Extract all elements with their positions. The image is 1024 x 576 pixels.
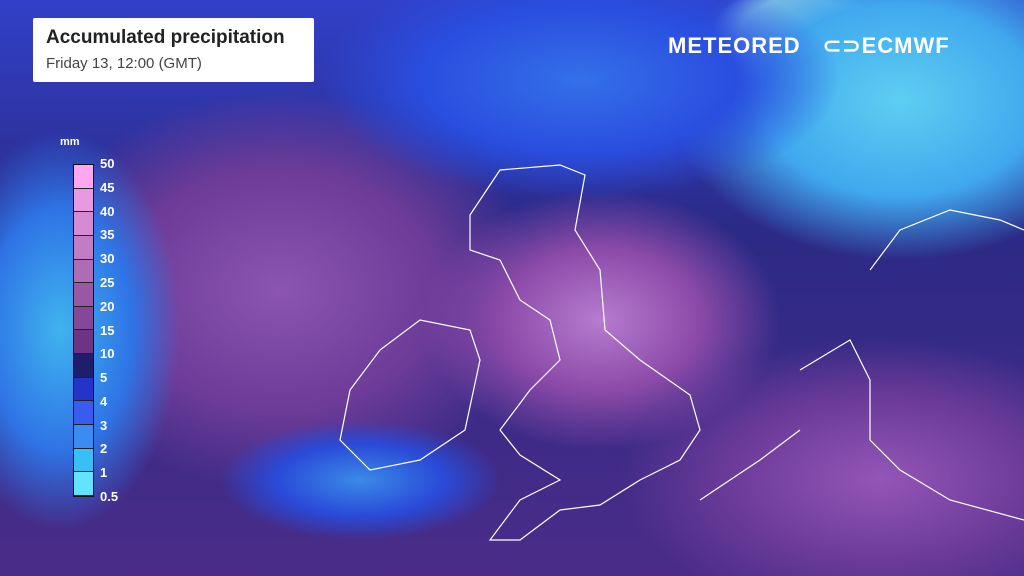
legend-swatch [74,283,93,307]
legend-label: 45 [100,179,115,195]
legend-swatch [74,188,93,213]
map-timestamp: Friday 13, 12:00 (GMT) [46,55,202,72]
map-title: Accumulated precipitation [46,27,285,48]
legend-label: 0.5 [100,489,119,504]
legend-swatch [74,212,93,236]
precipitation-legend: mm 50 45 40 35 30 25 20 15 10 5 4 3 2 1 0.5 [30,130,118,510]
legend-swatch [74,306,93,331]
legend-swatch [74,354,93,378]
legend-label: 40 [100,203,115,219]
legend-swatch [74,401,93,426]
meteored-logo: METEORED [668,33,801,58]
legend-label: 35 [100,227,115,243]
legend-color-bar [73,164,94,497]
legend-swatch [74,330,93,355]
legend-label: 10 [100,346,115,362]
denmark-outline [869,209,1024,271]
ireland-outline [339,319,481,471]
legend-label: 5 [100,370,108,386]
legend-label: 3 [100,417,108,433]
legend-swatch [74,425,93,449]
continent-outline [699,339,1024,521]
legend-label: 50 [100,156,115,171]
great-britain-outline [469,164,701,541]
legend-swatch [74,235,93,260]
legend-swatch [74,377,93,402]
legend-unit: mm [60,136,80,148]
title-box: Accumulated precipitation Friday 13, 12:… [33,18,314,82]
legend-label: 15 [100,322,115,338]
legend-swatch [74,472,93,496]
brand-logos: METEORED ⊂⊃ECMWF [668,33,950,59]
legend-label: 30 [100,251,115,267]
legend-label: 4 [100,393,108,409]
legend-label: 1 [100,465,108,481]
legend-label: 2 [100,441,108,457]
legend-swatch [74,165,93,189]
legend-swatch [74,448,93,473]
legend-swatch [74,259,93,284]
ecmwf-logo: ⊂⊃ECMWF [822,33,950,58]
legend-label: 20 [100,298,115,314]
legend-label: 25 [100,274,115,290]
